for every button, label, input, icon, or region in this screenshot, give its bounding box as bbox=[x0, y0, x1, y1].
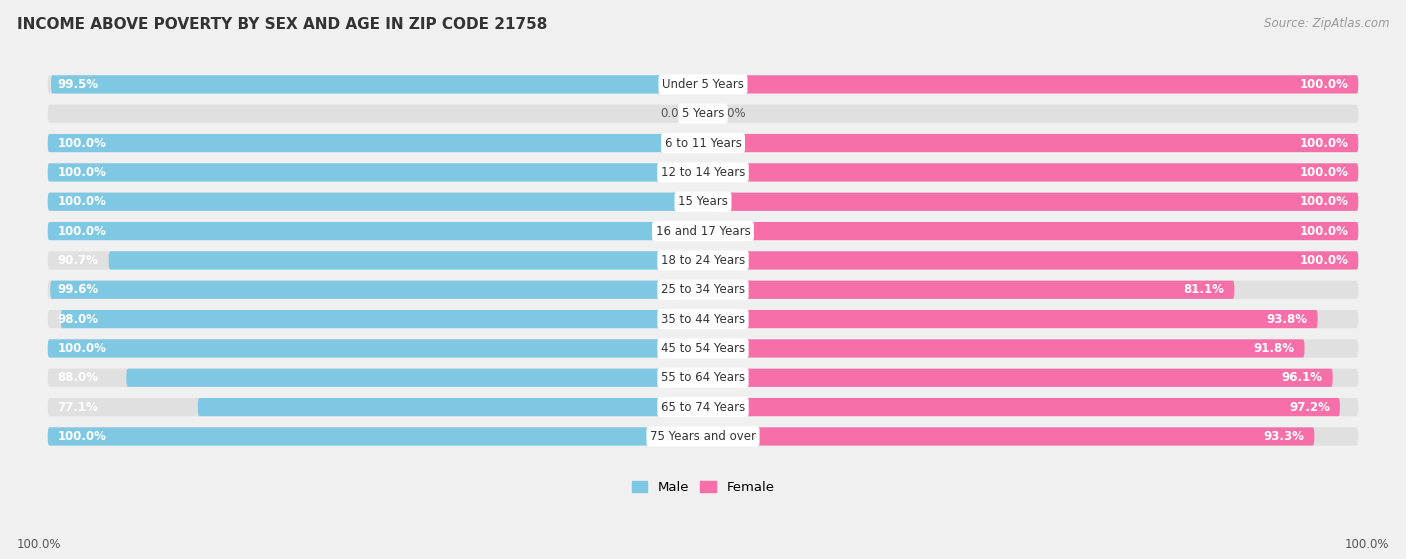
FancyBboxPatch shape bbox=[703, 163, 1358, 182]
Text: 93.3%: 93.3% bbox=[1264, 430, 1305, 443]
FancyBboxPatch shape bbox=[51, 281, 703, 299]
FancyBboxPatch shape bbox=[703, 310, 1317, 328]
FancyBboxPatch shape bbox=[48, 427, 703, 446]
FancyBboxPatch shape bbox=[48, 134, 703, 152]
Text: 100.0%: 100.0% bbox=[1299, 254, 1348, 267]
Text: Under 5 Years: Under 5 Years bbox=[662, 78, 744, 91]
FancyBboxPatch shape bbox=[48, 369, 1358, 387]
Text: 55 to 64 Years: 55 to 64 Years bbox=[661, 371, 745, 384]
FancyBboxPatch shape bbox=[48, 163, 703, 182]
FancyBboxPatch shape bbox=[703, 222, 1358, 240]
FancyBboxPatch shape bbox=[48, 339, 1358, 358]
FancyBboxPatch shape bbox=[48, 193, 1358, 211]
Text: 96.1%: 96.1% bbox=[1282, 371, 1323, 384]
Text: 0.0%: 0.0% bbox=[716, 107, 745, 120]
Text: 100.0%: 100.0% bbox=[17, 538, 62, 551]
Text: 77.1%: 77.1% bbox=[58, 401, 98, 414]
Text: 100.0%: 100.0% bbox=[58, 166, 107, 179]
Text: 99.5%: 99.5% bbox=[58, 78, 98, 91]
FancyBboxPatch shape bbox=[48, 75, 1358, 93]
FancyBboxPatch shape bbox=[703, 398, 1340, 416]
Text: 100.0%: 100.0% bbox=[1299, 195, 1348, 209]
Text: 18 to 24 Years: 18 to 24 Years bbox=[661, 254, 745, 267]
Text: 15 Years: 15 Years bbox=[678, 195, 728, 209]
Text: 99.6%: 99.6% bbox=[58, 283, 98, 296]
Text: 65 to 74 Years: 65 to 74 Years bbox=[661, 401, 745, 414]
Text: INCOME ABOVE POVERTY BY SEX AND AGE IN ZIP CODE 21758: INCOME ABOVE POVERTY BY SEX AND AGE IN Z… bbox=[17, 17, 547, 32]
FancyBboxPatch shape bbox=[703, 339, 1305, 358]
FancyBboxPatch shape bbox=[703, 427, 1315, 446]
FancyBboxPatch shape bbox=[48, 281, 1358, 299]
FancyBboxPatch shape bbox=[127, 369, 703, 387]
Text: 45 to 54 Years: 45 to 54 Years bbox=[661, 342, 745, 355]
Text: 97.2%: 97.2% bbox=[1289, 401, 1330, 414]
Text: 100.0%: 100.0% bbox=[58, 342, 107, 355]
Text: 100.0%: 100.0% bbox=[1299, 136, 1348, 150]
FancyBboxPatch shape bbox=[48, 163, 1358, 182]
Text: 0.0%: 0.0% bbox=[661, 107, 690, 120]
FancyBboxPatch shape bbox=[48, 339, 703, 358]
Text: 100.0%: 100.0% bbox=[58, 195, 107, 209]
FancyBboxPatch shape bbox=[48, 222, 1358, 240]
Text: 100.0%: 100.0% bbox=[1344, 538, 1389, 551]
Text: 90.7%: 90.7% bbox=[58, 254, 98, 267]
FancyBboxPatch shape bbox=[60, 310, 703, 328]
FancyBboxPatch shape bbox=[108, 252, 703, 269]
FancyBboxPatch shape bbox=[48, 193, 703, 211]
FancyBboxPatch shape bbox=[48, 398, 1358, 416]
FancyBboxPatch shape bbox=[51, 75, 703, 93]
FancyBboxPatch shape bbox=[703, 369, 1333, 387]
Text: 100.0%: 100.0% bbox=[58, 430, 107, 443]
Text: 100.0%: 100.0% bbox=[1299, 225, 1348, 238]
Text: 100.0%: 100.0% bbox=[58, 225, 107, 238]
FancyBboxPatch shape bbox=[48, 310, 1358, 328]
Text: 93.8%: 93.8% bbox=[1267, 312, 1308, 325]
Text: 91.8%: 91.8% bbox=[1254, 342, 1295, 355]
Text: 88.0%: 88.0% bbox=[58, 371, 98, 384]
FancyBboxPatch shape bbox=[48, 105, 1358, 123]
Text: 12 to 14 Years: 12 to 14 Years bbox=[661, 166, 745, 179]
FancyBboxPatch shape bbox=[703, 252, 1358, 269]
Text: 100.0%: 100.0% bbox=[1299, 166, 1348, 179]
FancyBboxPatch shape bbox=[703, 281, 1234, 299]
Text: 100.0%: 100.0% bbox=[1299, 78, 1348, 91]
FancyBboxPatch shape bbox=[703, 75, 1358, 93]
Text: 75 Years and over: 75 Years and over bbox=[650, 430, 756, 443]
FancyBboxPatch shape bbox=[198, 398, 703, 416]
Text: 35 to 44 Years: 35 to 44 Years bbox=[661, 312, 745, 325]
Text: 81.1%: 81.1% bbox=[1184, 283, 1225, 296]
Text: 98.0%: 98.0% bbox=[58, 312, 98, 325]
FancyBboxPatch shape bbox=[703, 134, 1358, 152]
Text: 6 to 11 Years: 6 to 11 Years bbox=[665, 136, 741, 150]
FancyBboxPatch shape bbox=[703, 193, 1358, 211]
Legend: Male, Female: Male, Female bbox=[626, 476, 780, 500]
FancyBboxPatch shape bbox=[48, 222, 703, 240]
Text: 25 to 34 Years: 25 to 34 Years bbox=[661, 283, 745, 296]
Text: 100.0%: 100.0% bbox=[58, 136, 107, 150]
FancyBboxPatch shape bbox=[48, 134, 1358, 152]
Text: 16 and 17 Years: 16 and 17 Years bbox=[655, 225, 751, 238]
FancyBboxPatch shape bbox=[48, 427, 1358, 446]
Text: Source: ZipAtlas.com: Source: ZipAtlas.com bbox=[1264, 17, 1389, 30]
FancyBboxPatch shape bbox=[48, 252, 1358, 269]
Text: 5 Years: 5 Years bbox=[682, 107, 724, 120]
